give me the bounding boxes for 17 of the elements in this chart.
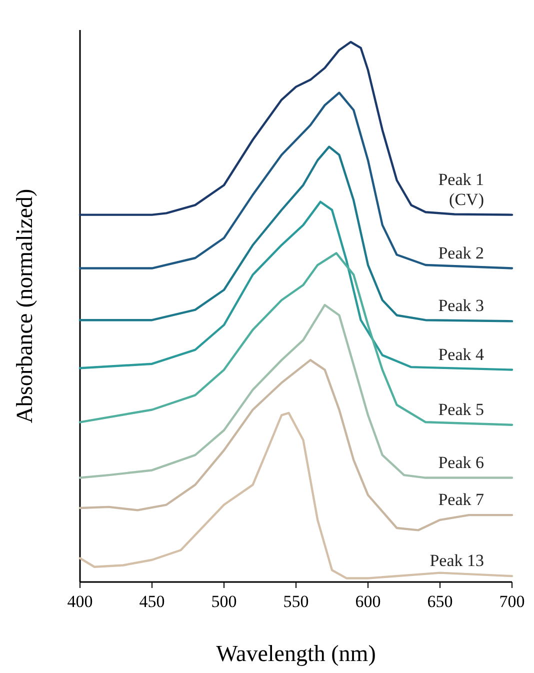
x-axis-title: Wavelength (nm) [216,641,376,666]
x-tick-label: 450 [139,592,165,611]
series-label: Peak 5 [438,400,484,419]
series-label: Peak 2 [438,243,484,262]
series-label: Peak 6 [438,452,484,472]
x-tick-label: 600 [355,592,381,611]
x-tick-label: 700 [499,592,525,611]
series-label: Peak 13 [430,551,484,570]
series-label: Peak 4 [438,344,484,364]
x-tick-label: 400 [67,592,93,611]
x-tick-label: 500 [211,592,237,611]
x-tick-label: 550 [283,592,309,611]
series-label: Peak 1 (CV) [438,170,484,209]
series-label: Peak 7 [438,490,484,510]
x-tick-label: 650 [427,592,453,611]
y-axis-title: Absorbance (normalized) [12,188,37,424]
series-label: Peak 3 [438,296,484,316]
